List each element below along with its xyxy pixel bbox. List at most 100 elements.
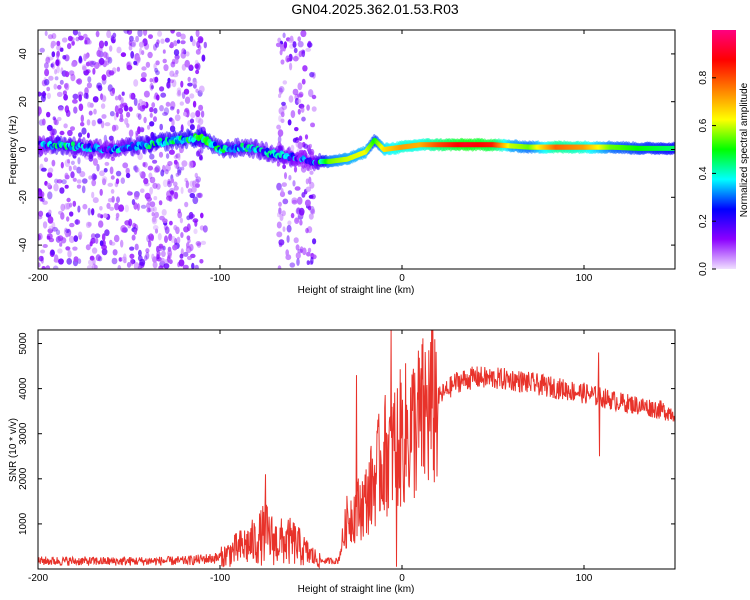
snr-plot-area [38, 330, 675, 569]
spectrogram-cell [164, 37, 170, 43]
spectrogram-cell [176, 87, 182, 94]
spectrogram-cell [59, 130, 65, 136]
spectrogram-cell [56, 65, 60, 74]
spectrogram-cell [293, 237, 299, 244]
spectrogram-cell [86, 119, 91, 126]
spectrogram-cell [287, 220, 292, 226]
spectrogram-cell [174, 57, 179, 64]
spectrogram-cell [138, 171, 143, 177]
spectrogram-cell [128, 218, 133, 227]
spectrogram-cell [203, 41, 207, 49]
spectrogram-cell [47, 191, 53, 200]
spectrogram-cell [296, 258, 300, 266]
spectrogram-cell [69, 222, 75, 228]
spectrogram-cell [180, 186, 184, 195]
spectrogram-cell [64, 203, 69, 210]
spectrogram-cell [104, 122, 111, 127]
spectrogram-cell [163, 263, 170, 269]
spectrogram-cell [55, 58, 61, 67]
spectrogram-cell [170, 30, 175, 34]
spectrogram-cell [78, 94, 82, 102]
spectrogram-cell [41, 118, 46, 126]
spectrogram-cell [85, 61, 91, 67]
spectrogram-cell [305, 47, 312, 52]
spectrogram-cell [138, 249, 142, 257]
spectrogram-cell [92, 158, 98, 166]
spectrogram-cell [142, 162, 146, 167]
spectrogram-cell [306, 260, 310, 265]
spectrogram-cell [173, 181, 178, 187]
spectrogram-cell [152, 261, 158, 269]
spectrogram-cell [188, 211, 194, 220]
spectrogram-cell [85, 221, 92, 228]
spectrogram-plot-area [38, 30, 675, 269]
spectrogram-cell [191, 39, 196, 47]
spectrogram-cell [100, 120, 105, 129]
spectrogram-cell [118, 94, 122, 101]
spectrogram-cell [286, 57, 291, 62]
spectrogram-cell [193, 228, 198, 235]
spectrogram-cell [65, 71, 70, 78]
spectrogram-cell [118, 204, 125, 212]
spectrogram-y-ticks: -40 -20 0 20 40 [18, 48, 675, 252]
spectrogram-cell [145, 61, 151, 68]
spectrogram-cell [82, 178, 88, 184]
spectrogram-cell [156, 94, 160, 101]
spectrogram-cell [38, 234, 41, 241]
spectrogram-cell [100, 103, 106, 109]
spectrogram-cell [102, 51, 108, 58]
spectrogram-cell [104, 40, 108, 47]
spectrogram-cell [278, 115, 282, 122]
spectrogram-cell [81, 185, 86, 194]
spectrogram-cell [149, 78, 153, 83]
spectrogram-cell [297, 36, 302, 42]
spectrogram-cell [57, 84, 62, 90]
spectrogram-cell [124, 117, 129, 125]
spectrogram-cell [54, 68, 58, 75]
spectrogram-cell [169, 79, 174, 84]
spectrogram-cell [46, 86, 51, 92]
spectrogram-cell [103, 213, 108, 219]
x-tick-label: 0 [399, 573, 405, 584]
spectrogram-cell [93, 174, 98, 180]
spectrogram-cell [47, 167, 54, 174]
spectrogram-cell [125, 167, 130, 175]
spectrogram-cell [129, 246, 135, 251]
spectrogram-cell [129, 92, 134, 100]
spectrogram-cell [183, 111, 187, 117]
spectrogram-cell [141, 50, 145, 56]
spectrogram-cell [66, 258, 72, 265]
spectrogram-cell [137, 126, 141, 135]
spectrogram-cell [292, 137, 298, 143]
spectrogram-cell [295, 252, 301, 259]
spectrogram-cell [147, 124, 151, 130]
spectrogram-cell [170, 235, 176, 243]
spectrogram-cell [297, 108, 301, 115]
spectrogram-cell [101, 233, 106, 242]
spectrogram-cell [77, 205, 81, 213]
spectrogram-cell [71, 40, 75, 46]
spectrogram-cell [114, 105, 119, 113]
spectrogram-cell [176, 236, 181, 244]
spectrogram-cell [163, 107, 170, 115]
spectrogram-cell [106, 202, 111, 209]
spectrogram-cell [167, 161, 173, 166]
spectrogram-cell [180, 166, 185, 171]
spectrogram-cell [140, 204, 147, 209]
spectrogram-cell [67, 250, 72, 258]
spectrogram-cell [130, 92, 136, 100]
spectrogram-cell [134, 192, 140, 200]
spectrogram-cell [297, 41, 304, 48]
spectrogram-cell [48, 209, 52, 215]
spectrogram-cell [301, 50, 306, 58]
spectrogram-cell [301, 116, 306, 122]
spectrogram-cell [134, 165, 139, 173]
spectrogram-cell [152, 182, 158, 189]
spectrogram-cell [60, 203, 66, 212]
spectrogram-cell [74, 219, 81, 225]
spectrogram-cell [41, 266, 46, 269]
spectrogram-cell [191, 262, 195, 269]
spectrogram-cell [170, 178, 175, 184]
spectrogram-cell [189, 243, 194, 252]
y-tick-label: 5000 [18, 332, 29, 355]
